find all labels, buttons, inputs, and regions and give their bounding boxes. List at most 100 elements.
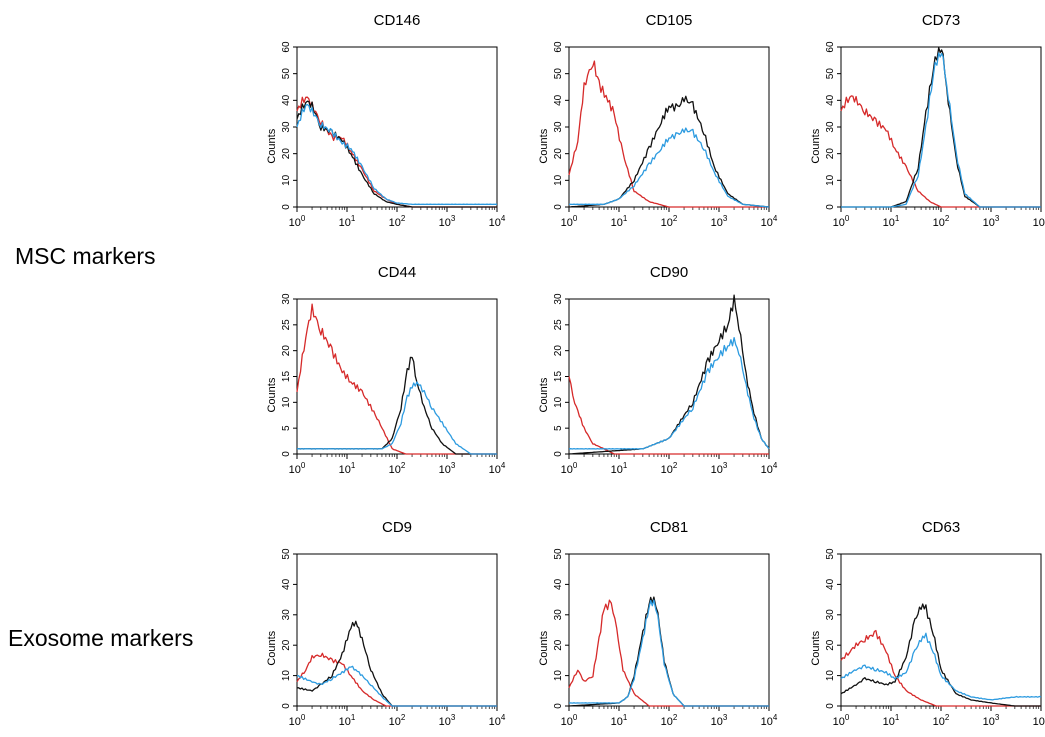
plot-frame <box>296 46 498 208</box>
x-tick-label: 103 <box>983 713 1000 728</box>
x-tick-label: 102 <box>389 461 406 476</box>
y-tick-label: 30 <box>281 293 292 305</box>
y-tick-label: 50 <box>553 548 564 560</box>
plot-frame <box>568 298 770 455</box>
y-tick-label: 20 <box>825 639 836 651</box>
x-tick-label: 103 <box>711 214 728 229</box>
y-tick-label: 0 <box>281 204 292 210</box>
plot-frame <box>840 553 1042 707</box>
x-tick-label: 103 <box>711 461 728 476</box>
panel-title-cd146: CD146 <box>374 12 421 29</box>
panel-title-cd90: CD90 <box>650 264 688 281</box>
group-label-exosome: Exosome markers <box>8 625 194 651</box>
series-line-red <box>568 376 769 455</box>
y-tick-label: 25 <box>553 319 564 331</box>
x-tick-label: 102 <box>661 461 678 476</box>
x-tick-label: 102 <box>661 214 678 229</box>
histogram-cd146: CD146 0 10 20 30 40 50 60 Counts 100 101 102 103 104 <box>266 12 506 229</box>
y-axis-label: Counts <box>810 128 822 163</box>
series-line-blue <box>841 52 1041 208</box>
y-tick-label: 30 <box>825 121 836 133</box>
y-tick-label: 10 <box>281 396 292 408</box>
series-line-black <box>296 100 497 208</box>
y-tick-label: 30 <box>553 121 564 133</box>
x-tick-label: 104 <box>489 214 506 229</box>
y-tick-label: 30 <box>281 121 292 133</box>
series-line-blue <box>840 632 1042 701</box>
y-axis-label: Counts <box>538 377 550 412</box>
x-tick-label: 104 <box>489 461 506 476</box>
x-tick-label: 104 <box>761 461 778 476</box>
panel-title-cd73: CD73 <box>922 12 960 29</box>
y-axis-label: Counts <box>266 630 278 665</box>
x-tick-label: 104 <box>761 214 778 229</box>
y-tick-label: 10 <box>553 670 564 682</box>
series-line-black <box>568 596 769 707</box>
x-tick-label: 100 <box>833 214 850 229</box>
series-line-blue <box>568 599 769 707</box>
x-tick-label: 100 <box>289 214 306 229</box>
y-tick-label: 60 <box>553 41 564 53</box>
x-tick-label: 101 <box>883 214 900 229</box>
y-tick-label: 50 <box>553 68 564 80</box>
x-tick-label: 101 <box>339 461 356 476</box>
y-tick-label: 30 <box>825 609 836 621</box>
x-tick-label: 103 <box>439 214 456 229</box>
y-tick-label: 30 <box>553 293 564 305</box>
y-tick-label: 20 <box>825 148 836 160</box>
y-tick-label: 50 <box>281 548 292 560</box>
series-line-red <box>296 96 497 208</box>
y-tick-label: 50 <box>825 548 836 560</box>
series-line-black <box>297 620 497 707</box>
x-tick-label: 101 <box>611 214 628 229</box>
histogram-cd73: CD73 0 10 20 30 40 50 60 Counts 100 101 102 103 104 <box>810 12 1045 229</box>
plot-frame <box>840 46 1042 208</box>
series-line-blue <box>296 103 497 206</box>
x-tick-label: 100 <box>561 214 578 229</box>
plot-frame <box>296 553 498 707</box>
x-tick-label: 102 <box>661 713 678 728</box>
series-line-red <box>568 599 769 707</box>
x-tick-label: 103 <box>439 713 456 728</box>
x-tick-label: 100 <box>561 713 578 728</box>
histogram-cd81: CD81 0 10 20 30 40 50 Counts 100 101 102 103 104 <box>538 519 778 728</box>
group-label-msc: MSC markers <box>15 243 156 269</box>
plot-frame <box>568 46 770 208</box>
y-tick-label: 20 <box>281 345 292 357</box>
y-axis-label: Counts <box>266 377 278 412</box>
histogram-cd9: CD9 0 10 20 30 40 50 Counts 100 101 102 103 104 <box>266 519 506 728</box>
y-tick-label: 50 <box>825 68 836 80</box>
y-tick-label: 5 <box>553 425 564 431</box>
y-tick-label: 15 <box>281 371 292 383</box>
panel-title-cd9: CD9 <box>382 519 412 536</box>
y-tick-label: 10 <box>553 174 564 186</box>
x-tick-label: 102 <box>389 214 406 229</box>
series-line-blue <box>296 381 497 455</box>
series-line-black <box>841 47 1041 208</box>
x-tick-label: 102 <box>933 214 950 229</box>
x-tick-label: 101 <box>339 713 356 728</box>
y-tick-label: 0 <box>281 703 292 709</box>
panel-title-cd81: CD81 <box>650 519 688 536</box>
y-tick-label: 10 <box>825 670 836 682</box>
series-line-blue <box>568 336 770 450</box>
y-tick-label: 20 <box>281 148 292 160</box>
y-tick-label: 25 <box>281 319 292 331</box>
x-tick-label: 104 <box>489 713 506 728</box>
y-tick-label: 10 <box>281 670 292 682</box>
y-tick-label: 40 <box>825 578 836 590</box>
histogram-cd44: CD44 0 5 10 15 20 25 30 Counts 100 101 102 103 104 <box>266 264 506 476</box>
y-axis-label: Counts <box>810 630 822 665</box>
y-tick-label: 20 <box>281 639 292 651</box>
x-tick-label: 103 <box>983 214 1000 229</box>
x-tick-label: 100 <box>833 713 850 728</box>
x-tick-label: 103 <box>439 461 456 476</box>
y-axis-label: Counts <box>538 128 550 163</box>
y-tick-label: 5 <box>281 425 292 431</box>
y-tick-label: 20 <box>553 639 564 651</box>
x-tick-label: 100 <box>289 461 306 476</box>
y-tick-label: 40 <box>553 94 564 106</box>
y-tick-label: 30 <box>281 609 292 621</box>
x-tick-label: 100 <box>289 713 306 728</box>
